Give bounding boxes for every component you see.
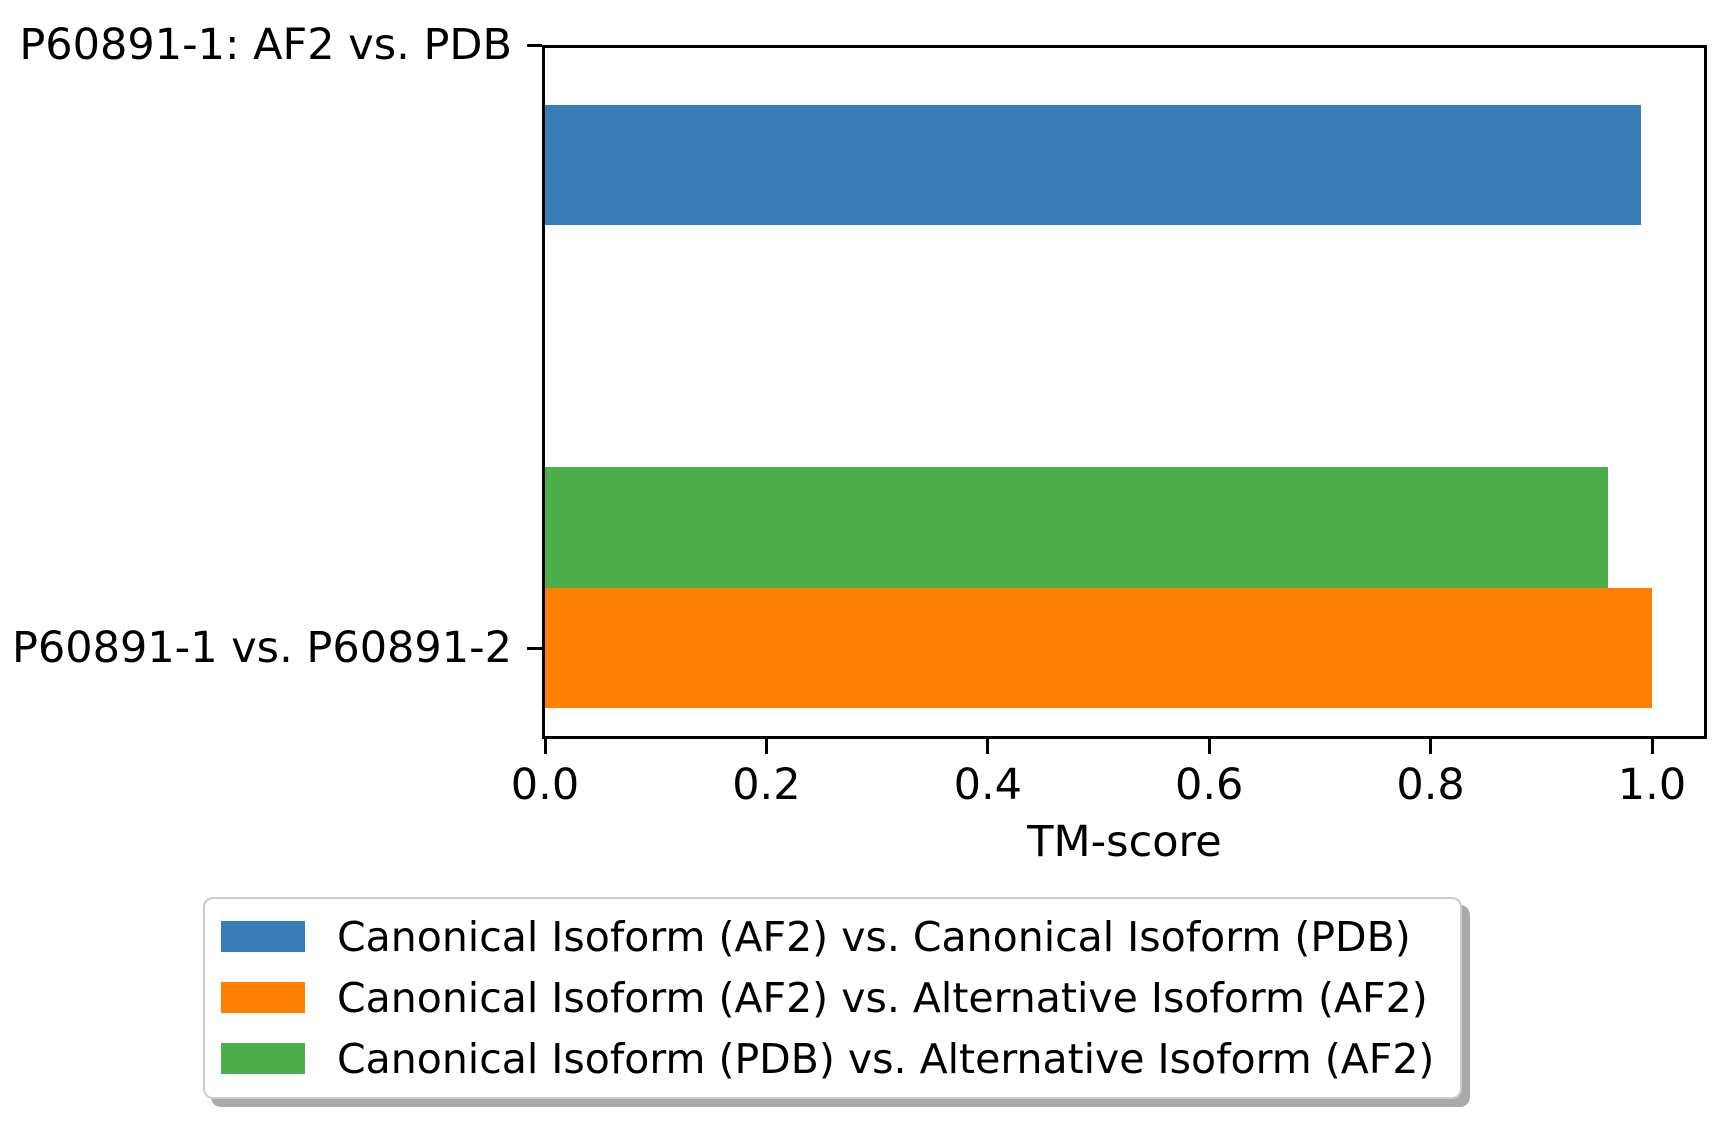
x-tick-label: 0.8 (1396, 760, 1465, 810)
x-axis-title: TM-score (1027, 817, 1222, 867)
y-category-label-bottom: P60891-1 vs. P60891-2 (11, 623, 512, 673)
x-tick-mark (1650, 739, 1654, 754)
y-tick-mark-bottom (527, 647, 542, 650)
legend-row: Canonical Isoform (AF2) vs. Canonical Is… (205, 906, 1440, 967)
y-category-label-top: P60891-1: AF2 vs. PDB (19, 20, 512, 70)
x-tick-label: 0.0 (510, 760, 580, 810)
legend-swatch-green (221, 1043, 305, 1074)
legend-label: Canonical Isoform (PDB) vs. Alternative … (337, 1034, 1435, 1083)
x-tick-mark (1429, 739, 1433, 754)
bar-series-0 (545, 105, 1641, 225)
x-tick-mark (1207, 739, 1211, 754)
bar-series-2 (545, 467, 1608, 588)
x-tick-mark (764, 739, 768, 754)
x-tick-label: 1.0 (1617, 760, 1687, 810)
y-tick-mark-top (527, 44, 542, 47)
x-tick-mark (543, 739, 547, 754)
legend-swatch-blue (221, 921, 305, 952)
legend: Canonical Isoform (AF2) vs. Canonical Is… (203, 897, 1462, 1099)
bar-series-1 (545, 588, 1652, 708)
x-tick-label: 0.4 (953, 760, 1022, 810)
x-tick-mark (986, 739, 990, 754)
plot-area (542, 45, 1707, 739)
x-tick-label: 0.2 (732, 760, 801, 810)
legend-swatch-orange (221, 982, 305, 1013)
legend-label: Canonical Isoform (AF2) vs. Alternative … (337, 973, 1428, 1022)
legend-row: Canonical Isoform (AF2) vs. Alternative … (205, 967, 1440, 1028)
legend-label: Canonical Isoform (AF2) vs. Canonical Is… (337, 912, 1411, 961)
x-tick-label: 0.6 (1174, 760, 1244, 810)
legend-row: Canonical Isoform (PDB) vs. Alternative … (205, 1028, 1440, 1089)
